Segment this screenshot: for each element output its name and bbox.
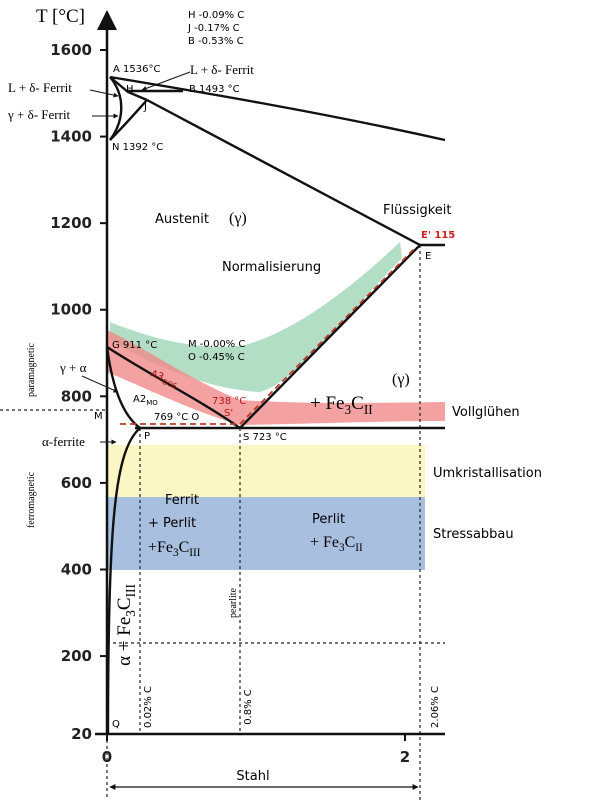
composition: H -0.09% C xyxy=(188,10,244,21)
phase-label: L + δ- Ferrit xyxy=(190,62,254,77)
carbon-label: 0.02% C xyxy=(143,686,154,728)
point-label: S 723 °C xyxy=(243,432,287,443)
x-tick-label: 2 xyxy=(400,748,410,766)
y-tick-label: 1000 xyxy=(50,301,92,319)
point-label: A2MO xyxy=(133,394,158,407)
point-label: B 1493 °C xyxy=(189,84,240,95)
band-label: Umkristallisation xyxy=(433,466,542,481)
side-label: paramagnetic xyxy=(26,343,37,397)
y-tick-label: 200 xyxy=(61,647,92,665)
point-label: 738 °C xyxy=(212,396,246,407)
point-label: J xyxy=(143,102,147,113)
phase-label: + Perlit xyxy=(148,516,196,531)
point-label: N 1392 °C xyxy=(112,142,163,153)
point-label: 769 °C O xyxy=(154,412,199,423)
x-axis-label: Stahl xyxy=(236,769,269,784)
composition: M -0.00% C xyxy=(188,339,245,350)
point-label: E xyxy=(425,251,431,262)
liquidus xyxy=(109,75,446,142)
side-label: ferromagnetic xyxy=(26,471,37,528)
phase-label: L + δ- Ferrit xyxy=(8,80,72,95)
phase-label: (γ) xyxy=(392,371,410,388)
point-label: P xyxy=(144,431,150,442)
acm-line xyxy=(239,244,421,429)
band-label: Vollglühen xyxy=(452,405,520,420)
composition: B -0.53% C xyxy=(188,36,244,47)
point-label: M xyxy=(94,411,103,422)
point-label: H xyxy=(126,84,134,95)
phase-label: γ + δ- Ferrit xyxy=(7,107,71,122)
band-normalisierung xyxy=(110,242,402,392)
point-label: Q xyxy=(112,719,120,730)
band-vollgluehen xyxy=(107,330,445,425)
phase-label: Austenit xyxy=(155,212,209,227)
a3-line xyxy=(106,345,241,429)
carbon-label: 0.8% C xyxy=(243,689,254,725)
band-umkristallisation xyxy=(107,445,425,497)
y-tick-label: 600 xyxy=(61,474,92,492)
solvus-pq xyxy=(106,427,141,735)
point-label: G 911 °C xyxy=(112,340,157,351)
y-tick-label: 1400 xyxy=(50,128,92,146)
delta-solvus xyxy=(109,76,123,141)
band-label: Stressabbau xyxy=(433,527,514,542)
phase-label: Flüssigkeit xyxy=(383,203,452,218)
phase-label: α + Fe3CIII xyxy=(114,584,138,666)
composition: J -0.17% C xyxy=(187,23,240,34)
x-tick-label: 0 xyxy=(102,748,112,766)
phase-label: + Fe3CII xyxy=(310,393,373,417)
y-tick-label: 400 xyxy=(61,560,92,578)
pointer xyxy=(81,375,119,393)
y-axis-label: T [°C] xyxy=(36,6,85,27)
side-label: pearlite xyxy=(228,587,239,618)
y-tick-label: 20 xyxy=(71,725,92,743)
phase-label: + Fe3CII xyxy=(310,534,363,554)
carbon-label: 2.06% C xyxy=(430,686,441,728)
phase-label: Perlit xyxy=(312,512,345,527)
y-tick-label: 1600 xyxy=(50,41,92,59)
point-label: S' xyxy=(224,408,233,419)
phase-label: α-ferrite xyxy=(42,434,85,449)
band-stressabbau xyxy=(107,497,425,570)
red-dash xyxy=(239,247,416,425)
point-label: A 1536°C xyxy=(113,64,160,75)
n-j xyxy=(109,99,148,141)
solidus xyxy=(146,98,421,247)
composition: O -0.45% C xyxy=(188,352,245,363)
y-tick-label: 800 xyxy=(61,387,92,405)
y-tick-label: 1200 xyxy=(50,214,92,232)
phase-label: (γ) xyxy=(229,210,247,227)
phase-label: +Fe3CIII xyxy=(148,539,201,559)
phase-label: γ + α xyxy=(59,360,87,375)
point-label: E' 115 xyxy=(421,230,455,241)
pointer xyxy=(141,71,191,91)
pointer xyxy=(89,89,119,98)
phase-label: Ferrit xyxy=(165,493,199,508)
phase-label: Normalisierung xyxy=(222,260,321,275)
